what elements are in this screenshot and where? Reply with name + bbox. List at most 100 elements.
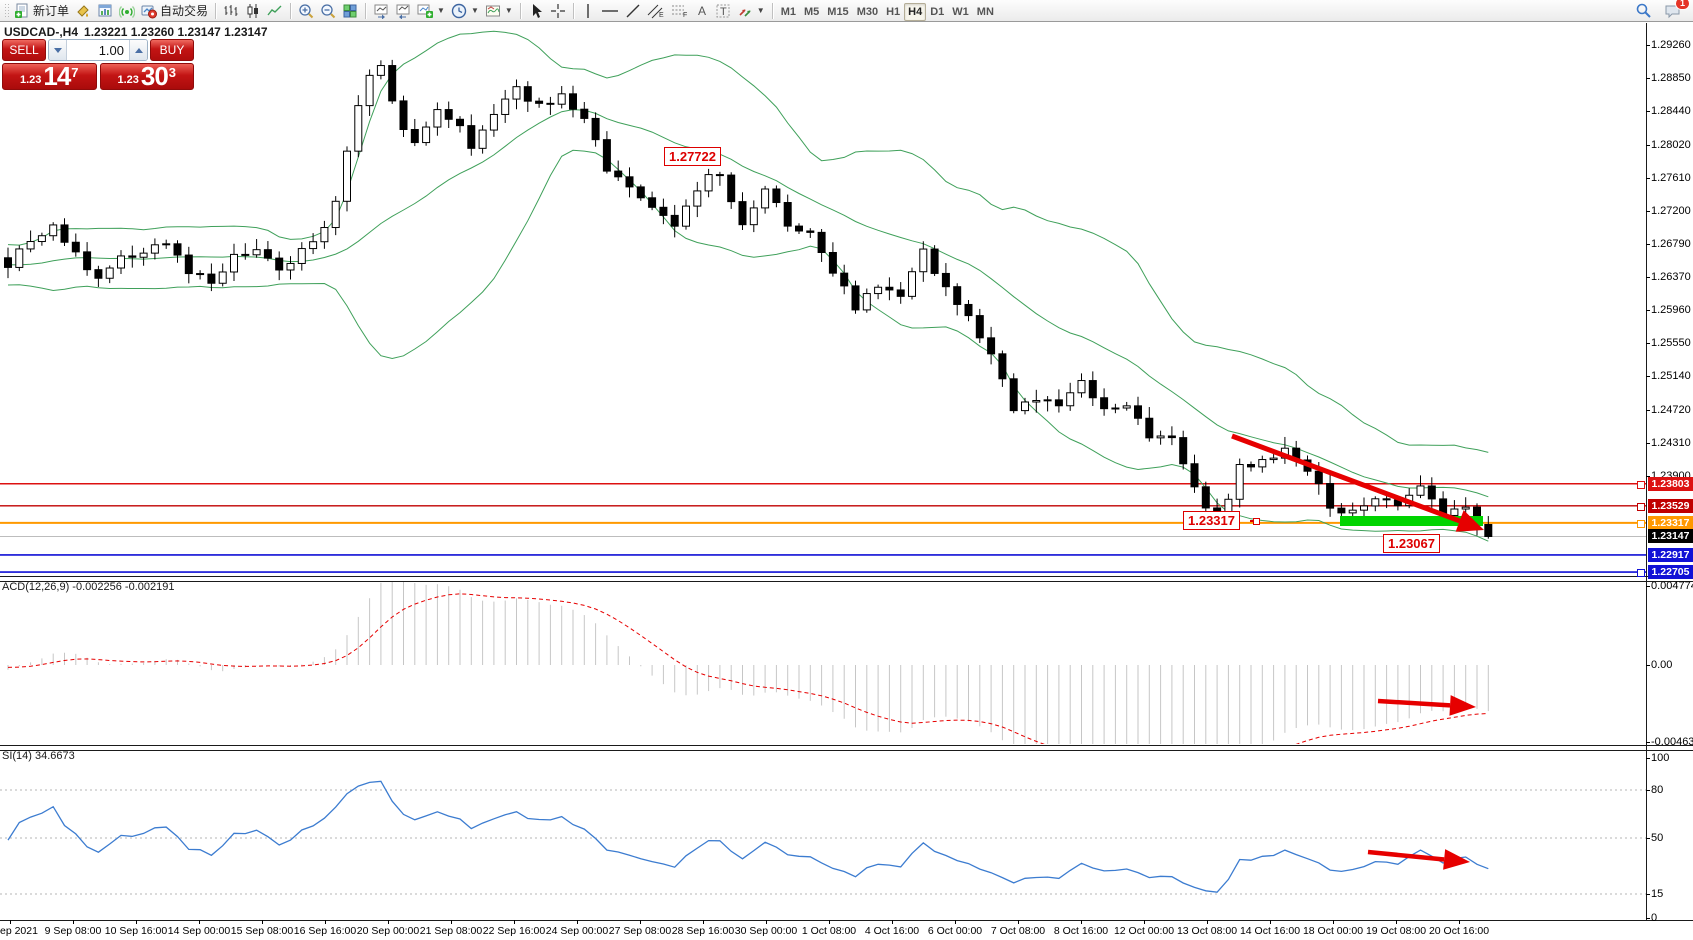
step-back-button[interactable] (370, 1, 392, 21)
candlestick-type-button[interactable] (242, 1, 264, 21)
text-label-icon: T (716, 4, 730, 18)
price-tick (1646, 211, 1650, 212)
tile-windows-button[interactable] (339, 1, 361, 21)
price-tick (1646, 476, 1650, 477)
timeframe-M5[interactable]: M5 (804, 5, 820, 18)
trend-arrow-annotation[interactable] (1377, 695, 1476, 716)
templates-button[interactable]: ▼ (482, 1, 516, 21)
chart-shift-icon (396, 4, 410, 19)
rsi-tick (1646, 758, 1650, 759)
time-axis-label: 7 Oct 08:00 (990, 925, 1046, 937)
timeframe-D1[interactable]: D1 (930, 5, 945, 18)
buy-price-prefix: 1.23 (117, 74, 139, 86)
search-button[interactable] (1632, 1, 1655, 21)
horizontal-line-tool[interactable] (598, 1, 622, 21)
zoom-out-button[interactable] (317, 1, 339, 21)
periods-button[interactable]: ▼ (448, 1, 482, 21)
trend-arrow-annotation[interactable] (1367, 849, 1470, 870)
channel-tool[interactable]: E (644, 1, 668, 21)
rsi-indicator-label: SI(14) 34.6673 (2, 750, 75, 762)
add-indicator-icon (417, 4, 434, 18)
clock-icon (451, 3, 467, 18)
price-axis-line (1646, 23, 1647, 920)
cursor-tool-button[interactable] (525, 1, 547, 21)
zoom-in-button[interactable] (295, 1, 317, 21)
volume-decrease-button[interactable] (49, 40, 67, 60)
arrows-caret: ▼ (756, 6, 765, 15)
buy-button[interactable]: BUY (150, 39, 194, 61)
rsi-panel (0, 780, 1646, 895)
rsi-tick (1646, 790, 1650, 791)
arrows-tool[interactable]: ▼ (734, 1, 768, 21)
buy-quote[interactable]: 1.23 30 3 (99, 63, 194, 90)
rsi-tick (1646, 918, 1650, 919)
vertical-line-tool[interactable] (578, 1, 598, 21)
rsi-panel-separator[interactable] (0, 745, 1693, 751)
timeframe-W1[interactable]: W1 (952, 5, 969, 18)
svg-text:F: F (683, 12, 687, 19)
callout-support[interactable]: 1.23317 (1183, 511, 1240, 530)
time-axis-tick (829, 920, 830, 924)
sell-button[interactable]: SELL (2, 39, 46, 61)
time-axis-label: 10 Sep 16:00 (104, 925, 168, 937)
notifications-button[interactable]: 1 (1661, 0, 1690, 21)
crosshair-tool-button[interactable] (547, 1, 569, 21)
autotrading-button[interactable]: 自动交易 (138, 1, 211, 21)
text-tool[interactable]: A (692, 1, 712, 21)
time-axis-label: 28 Sep 16:00 (671, 925, 735, 937)
one-click-trading-panel: SELL 1.00 BUY 1.23 14 7 1.23 30 3 (2, 39, 194, 90)
time-axis-label: 14 Oct 16:00 (1239, 925, 1301, 937)
autotrading-icon (141, 5, 158, 18)
trend-arrow-annotation[interactable] (1231, 433, 1484, 532)
volume-input[interactable]: 1.00 (98, 42, 124, 58)
fibonacci-tool[interactable]: F (668, 1, 692, 21)
styler-button[interactable] (72, 1, 94, 21)
toolbar: 新订单 (0, 0, 1693, 22)
sell-quote[interactable]: 1.23 14 7 (2, 63, 97, 90)
timeframe-M30[interactable]: M30 (856, 5, 879, 18)
step-forward-button[interactable] (392, 1, 414, 21)
text-label-tool[interactable]: T (712, 1, 734, 21)
rsi-tick-label: 50 (1651, 832, 1664, 844)
time-axis-tick (640, 920, 641, 924)
price-tick (1646, 111, 1650, 112)
time-axis-tick (1207, 920, 1208, 924)
timeframe-H4[interactable]: H4 (904, 2, 927, 21)
trendline-tool[interactable] (622, 1, 644, 21)
time-axis-label: 27 Sep 08:00 (608, 925, 672, 937)
price-tick-label: 1.27610 (1651, 172, 1691, 184)
triangle-down-icon (53, 47, 62, 53)
time-axis-tick (1081, 920, 1082, 924)
timeframe-MN[interactable]: MN (976, 5, 994, 18)
time-axis-tick (577, 920, 578, 924)
time-axis-tick (10, 920, 11, 924)
timeframe-M1[interactable]: M1 (780, 5, 796, 18)
volume-increase-button[interactable] (129, 40, 147, 60)
price-tick (1646, 244, 1650, 245)
macd-panel-separator[interactable] (0, 576, 1693, 582)
template-icon (485, 5, 500, 16)
timeframe-M15[interactable]: M15 (827, 5, 849, 18)
signals-button[interactable] (116, 1, 138, 21)
new-order-button[interactable]: 新订单 (11, 1, 72, 21)
market-watch-button[interactable] (94, 1, 116, 21)
add-indicator-button[interactable]: ▼ (414, 1, 448, 21)
callout-swing-high[interactable]: 1.27722 (664, 147, 721, 166)
callout-swing-low[interactable]: 1.23067 (1383, 534, 1440, 553)
add-indicator-caret: ▼ (437, 6, 445, 15)
time-axis-tick (136, 920, 137, 924)
price-tick (1646, 277, 1650, 278)
arrow-objects-icon (739, 8, 751, 17)
bar-chart-type-button[interactable] (220, 1, 242, 21)
time-axis-tick (451, 920, 452, 924)
callout-anchor-handle[interactable] (1253, 518, 1260, 525)
price-tick-label: 1.26370 (1651, 271, 1691, 283)
price-tick (1646, 45, 1650, 46)
price-tick-label: 1.24310 (1651, 437, 1691, 449)
timeframe-H1[interactable]: H1 (886, 5, 901, 18)
line-chart-icon (267, 5, 282, 15)
line-chart-type-button[interactable] (264, 1, 286, 21)
toolbar-grip[interactable] (4, 2, 9, 19)
